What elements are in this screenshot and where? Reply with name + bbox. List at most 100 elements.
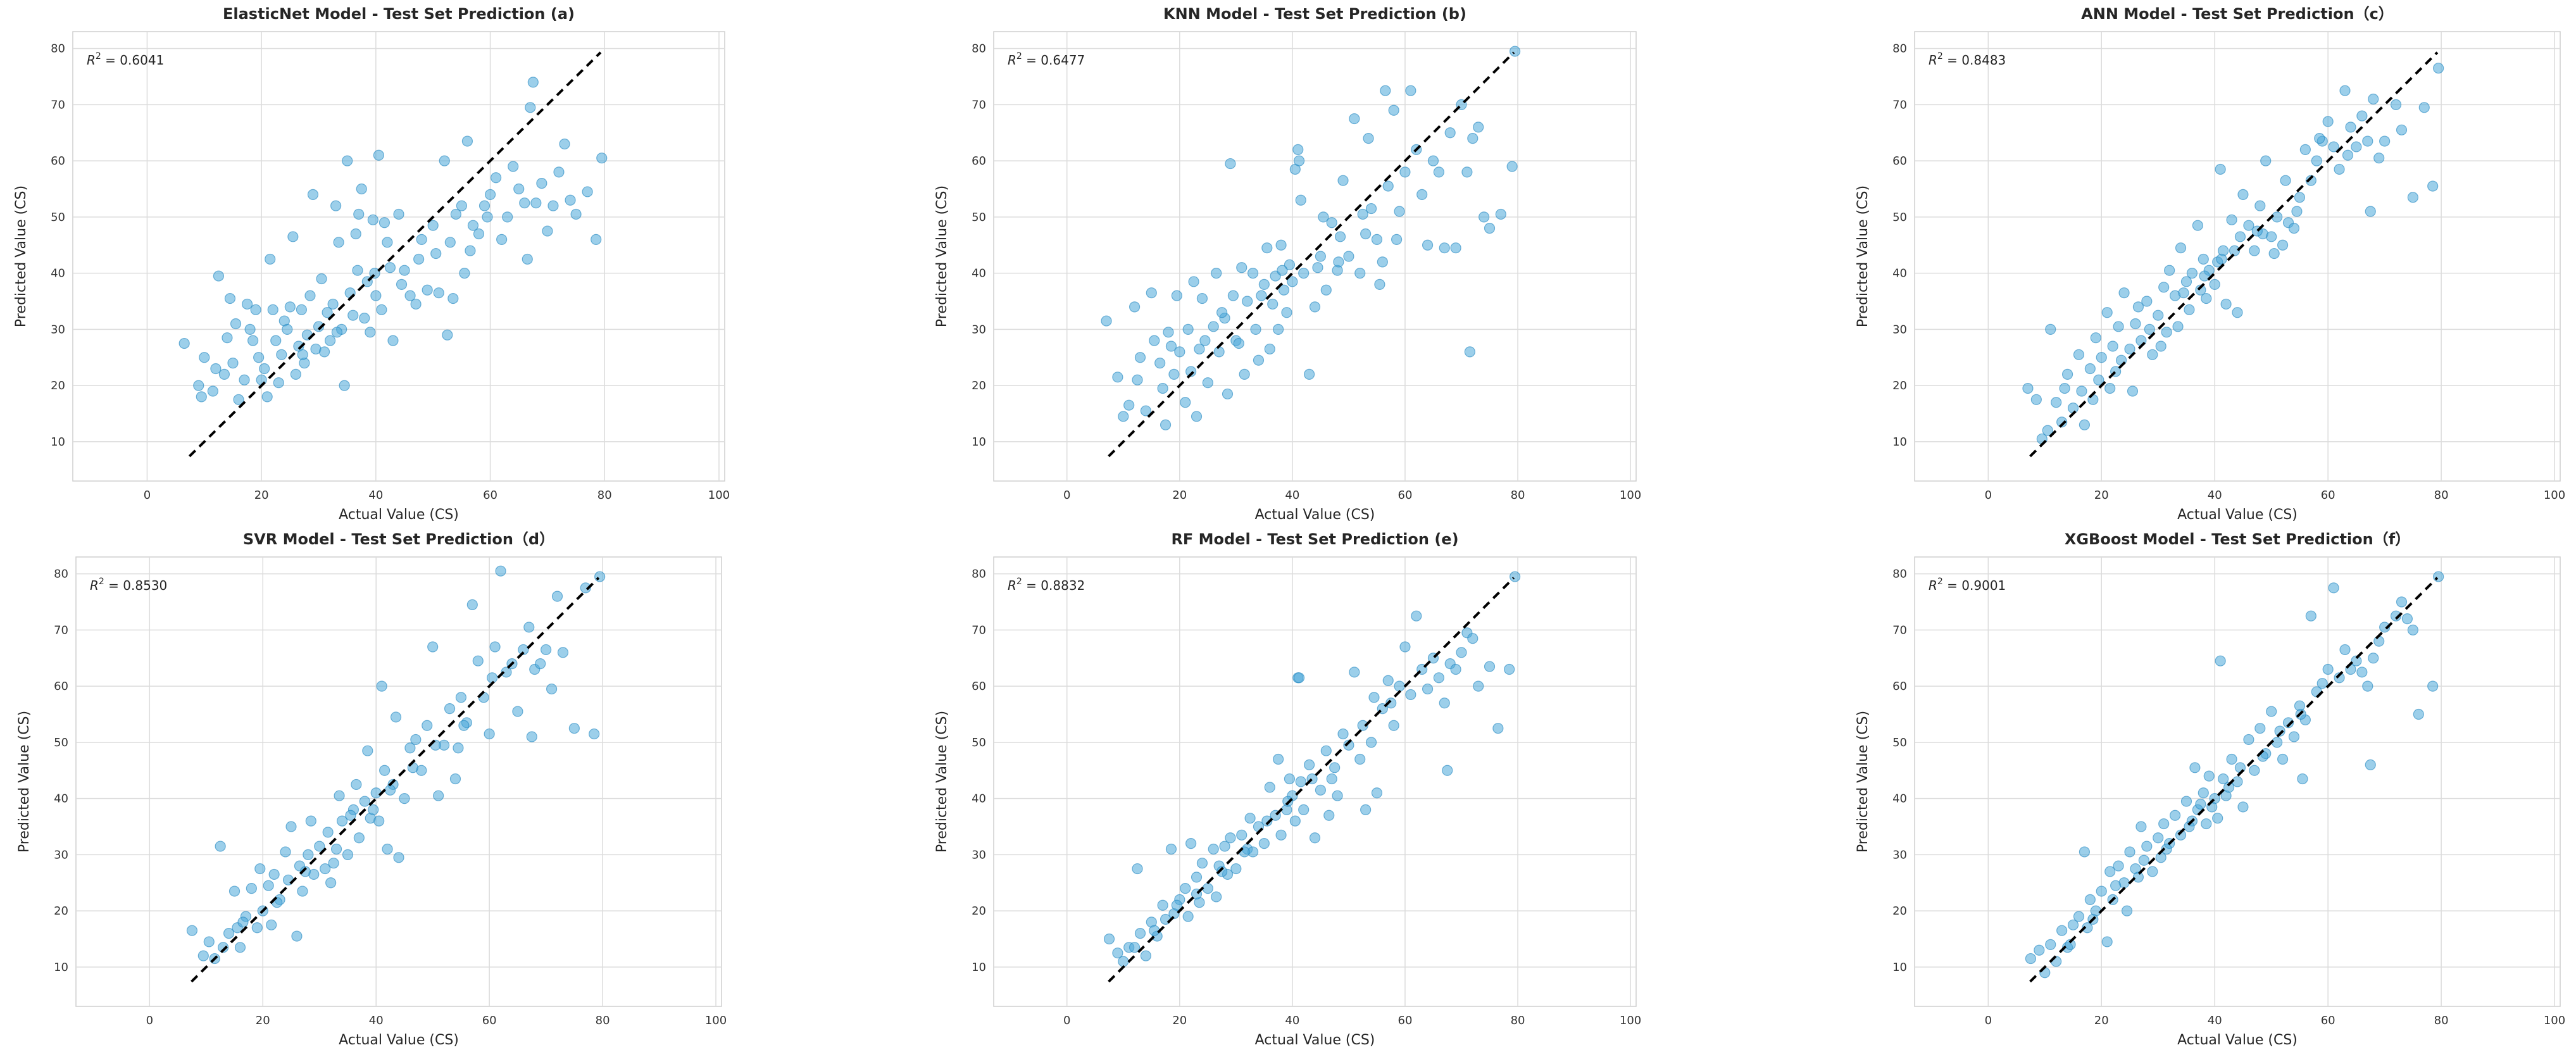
data-point xyxy=(2234,231,2246,242)
data-point xyxy=(228,885,241,897)
data-point xyxy=(1165,341,1177,352)
data-point xyxy=(1357,208,1368,220)
data-point xyxy=(297,349,308,360)
data-point xyxy=(2427,680,2439,692)
r2-annotation: R2 = 0.6477 xyxy=(1008,51,1085,68)
data-point xyxy=(373,149,384,161)
data-point xyxy=(197,950,209,961)
data-point xyxy=(356,183,367,195)
x-tick-label: 20 xyxy=(256,1014,270,1027)
data-point xyxy=(1239,368,1250,380)
data-point xyxy=(2218,773,2229,785)
y-tick-label: 10 xyxy=(1892,961,1907,974)
data-point xyxy=(1337,175,1349,186)
data-point xyxy=(246,883,257,894)
data-point xyxy=(334,790,345,801)
data-point xyxy=(2427,180,2439,192)
data-point xyxy=(2132,872,2144,883)
data-point xyxy=(2212,813,2223,824)
data-point xyxy=(2379,622,2391,633)
data-point xyxy=(2189,762,2201,773)
data-point xyxy=(2291,206,2303,217)
x-tick-label: 0 xyxy=(1985,489,1992,502)
y-axis-label: Predicted Value (CS) xyxy=(13,185,29,327)
y-tick-label: 70 xyxy=(54,623,68,637)
data-point xyxy=(2288,223,2300,234)
data-point xyxy=(519,197,530,209)
data-point xyxy=(1371,234,1383,245)
data-point xyxy=(1377,256,1388,268)
data-point xyxy=(2198,787,2209,799)
data-point xyxy=(1509,46,1521,57)
y-tick-label: 20 xyxy=(51,379,65,392)
data-point xyxy=(393,208,404,220)
data-point xyxy=(1334,231,1346,242)
data-point xyxy=(2056,416,2068,428)
data-point xyxy=(1230,863,1242,875)
data-point xyxy=(1464,346,1475,358)
data-point xyxy=(2396,124,2408,135)
data-point xyxy=(318,346,330,358)
data-point xyxy=(2090,332,2101,344)
data-point xyxy=(433,790,444,801)
data-point xyxy=(1244,813,1256,824)
data-point xyxy=(320,863,331,875)
data-point xyxy=(1354,753,1366,765)
data-point xyxy=(1191,411,1203,422)
y-tick-label: 40 xyxy=(972,792,986,806)
data-point xyxy=(2249,765,2260,776)
data-point xyxy=(501,666,512,678)
data-point xyxy=(2147,349,2158,360)
data-point xyxy=(461,135,473,147)
y-tick-label: 60 xyxy=(972,154,986,168)
data-point xyxy=(526,731,537,742)
data-point xyxy=(2277,239,2289,251)
data-point xyxy=(1484,661,1496,672)
data-point xyxy=(2113,321,2124,332)
data-point xyxy=(1188,276,1199,287)
data-point xyxy=(1399,166,1411,178)
data-point xyxy=(193,380,204,391)
data-point xyxy=(1134,352,1146,363)
x-tick-label: 60 xyxy=(1398,489,1413,502)
data-point xyxy=(1382,675,1394,686)
x-tick-label: 20 xyxy=(254,489,269,502)
x-tick-label: 100 xyxy=(708,489,730,502)
scatter-points xyxy=(2025,571,2444,979)
data-point xyxy=(1101,315,1112,327)
x-axis-label: Actual Value (CS) xyxy=(1255,1032,1375,1048)
data-point xyxy=(2199,270,2210,282)
data-point xyxy=(535,658,546,670)
data-point xyxy=(1160,419,1172,430)
data-point xyxy=(2184,821,2195,832)
x-tick-label: 60 xyxy=(483,489,497,502)
y-gridlines xyxy=(73,47,725,442)
x-tick-label: 100 xyxy=(1620,489,1641,502)
reference-line xyxy=(2029,577,2439,983)
data-point xyxy=(370,290,382,301)
data-point xyxy=(2079,419,2091,430)
data-point xyxy=(518,644,529,656)
data-point xyxy=(1174,346,1185,358)
data-point xyxy=(2223,782,2235,793)
data-point xyxy=(2362,135,2373,147)
data-point xyxy=(2180,796,2192,807)
data-point xyxy=(2067,919,2079,930)
data-point xyxy=(2288,731,2300,742)
x-tick-label: 60 xyxy=(482,1014,497,1027)
data-point xyxy=(2390,610,2402,622)
data-point xyxy=(1140,405,1151,416)
data-point xyxy=(352,265,363,276)
data-point xyxy=(1103,933,1115,945)
data-point xyxy=(422,284,433,296)
data-point xyxy=(1134,928,1146,939)
data-point xyxy=(353,208,365,220)
data-point xyxy=(1216,866,1228,877)
data-point xyxy=(1293,672,1305,684)
data-point xyxy=(213,270,224,282)
data-point xyxy=(1199,335,1211,346)
data-point xyxy=(299,866,311,877)
data-point xyxy=(1293,155,1305,166)
data-point xyxy=(2272,211,2283,223)
data-point xyxy=(1264,343,1275,355)
